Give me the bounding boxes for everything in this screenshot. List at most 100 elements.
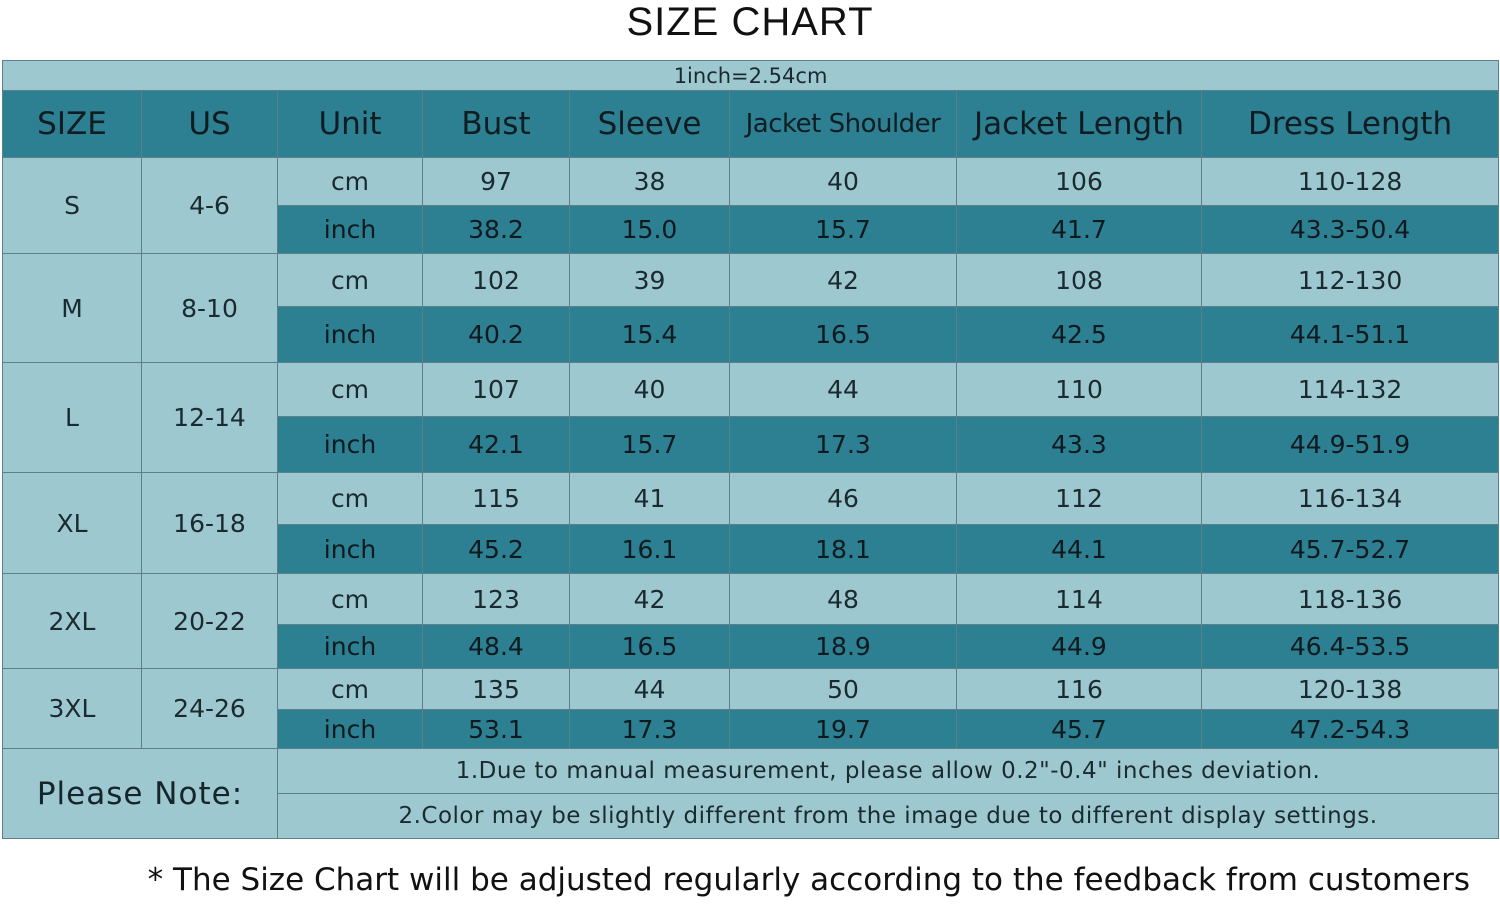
- table-row: 3XL 24-26 cm 135 44 50 116 120-138: [2, 668, 1500, 749]
- jacket-shoulder-cell: 44: [729, 362, 957, 417]
- unit-cell: inch: [277, 624, 423, 669]
- unit-cell: cm: [277, 668, 423, 710]
- jacket-shoulder-cell: 15.7: [729, 205, 957, 254]
- table-row: M 8-10 cm 102 39 42 108 112-130: [2, 253, 1500, 363]
- header-jacket-shoulder: Jacket Shoulder: [729, 90, 957, 158]
- unit-cell: inch: [277, 416, 423, 473]
- jacket-length-cell: 44.1: [956, 524, 1202, 574]
- jacket-shoulder-cell: 48: [729, 573, 957, 625]
- jacket-length-cell: 106: [956, 157, 1202, 206]
- unit-cell: inch: [277, 205, 423, 254]
- unit-cell: inch: [277, 524, 423, 574]
- unit-cell: cm: [277, 472, 423, 525]
- note-2: 2.Color may be slightly different from t…: [276, 793, 1500, 839]
- dress-length-cell: 45.7-52.7: [1200, 524, 1500, 574]
- jacket-length-cell: 114: [956, 573, 1202, 625]
- sleeve-cell: 15.0: [569, 205, 730, 254]
- dress-length-cell: 114-132: [1200, 362, 1500, 417]
- dress-length-cell: 116-134: [1200, 472, 1500, 525]
- conversion-note: 1inch=2.54cm: [1, 60, 1500, 91]
- bust-cell: 45.2: [422, 524, 570, 574]
- chart-title: SIZE CHART: [626, 0, 874, 44]
- size-cell: L: [2, 362, 142, 473]
- unit-cell: inch: [277, 306, 423, 363]
- note-row-1: Please Note: 1.Due to manual measurement…: [2, 748, 1500, 839]
- jacket-shoulder-cell: 46: [729, 472, 957, 525]
- header-row: SIZE US Unit Bust Sleeve Jacket Shoulder…: [2, 90, 1500, 158]
- jacket-shoulder-cell: 19.7: [729, 709, 957, 749]
- jacket-length-cell: 42.5: [956, 306, 1202, 363]
- bust-cell: 42.1: [422, 416, 570, 473]
- sleeve-cell: 38: [569, 157, 730, 206]
- sleeve-cell: 39: [569, 253, 730, 307]
- bust-cell: 123: [422, 573, 570, 625]
- us-size-cell: 20-22: [141, 573, 278, 669]
- table-row: inch 45.2 16.1 18.1 44.1 45.7-52.7: [3, 524, 1500, 574]
- table-row: inch 38.2 15.0 15.7 41.7 43.3-50.4: [3, 205, 1500, 254]
- header-dress-length: Dress Length: [1200, 90, 1500, 158]
- dress-length-cell: 44.1-51.1: [1200, 306, 1500, 363]
- table-row: 2XL 20-22 cm 123 42 48 114 118-136: [2, 573, 1500, 669]
- footer-note: * The Size Chart will be adjusted regula…: [147, 862, 1470, 898]
- size-cell: S: [2, 157, 142, 254]
- dress-length-cell: 44.9-51.9: [1200, 416, 1500, 473]
- dress-length-cell: 118-136: [1200, 573, 1500, 625]
- table-row: inch 48.4 16.5 18.9 44.9 46.4-53.5: [3, 624, 1500, 669]
- size-cell: 3XL: [2, 668, 142, 749]
- note-label: Please Note:: [2, 748, 278, 839]
- jacket-length-cell: 44.9: [956, 624, 1202, 669]
- us-size-cell: 4-6: [141, 157, 278, 254]
- bust-cell: 135: [422, 668, 570, 710]
- note-row-2: 2.Color may be slightly different from t…: [3, 793, 1500, 839]
- sleeve-cell: 16.1: [569, 524, 730, 574]
- jacket-shoulder-cell: 18.1: [729, 524, 957, 574]
- sleeve-cell: 41: [569, 472, 730, 525]
- table-row: S 4-6 cm 97 38 40 106 110-128: [2, 157, 1500, 254]
- jacket-shoulder-cell: 17.3: [729, 416, 957, 473]
- size-cell: 2XL: [2, 573, 142, 669]
- unit-cell: cm: [277, 362, 423, 417]
- sleeve-cell: 17.3: [569, 709, 730, 749]
- dress-length-cell: 112-130: [1200, 253, 1500, 307]
- jacket-shoulder-cell: 18.9: [729, 624, 957, 669]
- bust-cell: 38.2: [422, 205, 570, 254]
- bust-cell: 115: [422, 472, 570, 525]
- unit-cell: cm: [277, 253, 423, 307]
- dress-length-cell: 110-128: [1200, 157, 1500, 206]
- table-row: inch 40.2 15.4 16.5 42.5 44.1-51.1: [3, 306, 1500, 363]
- jacket-length-cell: 110: [956, 362, 1202, 417]
- us-size-cell: 8-10: [141, 253, 278, 363]
- jacket-shoulder-cell: 16.5: [729, 306, 957, 363]
- table-row: L 12-14 cm 107 40 44 110 114-132: [2, 362, 1500, 473]
- jacket-length-cell: 45.7: [956, 709, 1202, 749]
- bust-cell: 107: [422, 362, 570, 417]
- sleeve-cell: 42: [569, 573, 730, 625]
- jacket-shoulder-cell: 40: [729, 157, 957, 206]
- unit-cell: cm: [277, 573, 423, 625]
- conversion-row: 1inch=2.54cm: [1, 60, 1500, 91]
- header-size: SIZE: [2, 90, 142, 158]
- size-cell: XL: [2, 472, 142, 574]
- jacket-shoulder-cell: 42: [729, 253, 957, 307]
- sleeve-cell: 40: [569, 362, 730, 417]
- sleeve-cell: 15.4: [569, 306, 730, 363]
- unit-cell: inch: [277, 709, 423, 749]
- dress-length-cell: 46.4-53.5: [1200, 624, 1500, 669]
- header-unit: Unit: [277, 90, 423, 158]
- jacket-length-cell: 41.7: [956, 205, 1202, 254]
- header-us: US: [141, 90, 278, 158]
- bust-cell: 53.1: [422, 709, 570, 749]
- sleeve-cell: 16.5: [569, 624, 730, 669]
- unit-cell: cm: [277, 157, 423, 206]
- size-cell: M: [2, 253, 142, 363]
- jacket-length-cell: 108: [956, 253, 1202, 307]
- jacket-length-cell: 43.3: [956, 416, 1202, 473]
- jacket-length-cell: 116: [956, 668, 1202, 710]
- us-size-cell: 12-14: [141, 362, 278, 473]
- header-bust: Bust: [422, 90, 570, 158]
- sleeve-cell: 44: [569, 668, 730, 710]
- dress-length-cell: 120-138: [1200, 668, 1500, 710]
- size-chart-table: 1inch=2.54cm SIZE US Unit Bust Sleeve Ja…: [1, 60, 1500, 839]
- table-row: XL 16-18 cm 115 41 46 112 116-134: [2, 472, 1500, 574]
- bust-cell: 102: [422, 253, 570, 307]
